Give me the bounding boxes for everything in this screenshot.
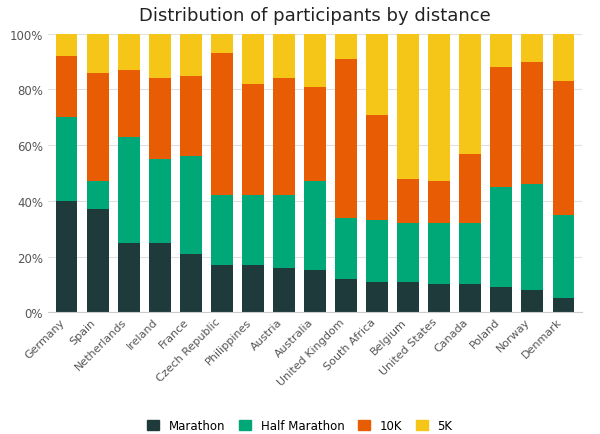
Bar [490, 287, 512, 312]
Bar [428, 224, 450, 285]
Bar [87, 182, 109, 210]
Bar [521, 62, 543, 185]
Bar [366, 221, 388, 282]
Bar [304, 182, 326, 271]
Bar [149, 79, 170, 160]
Bar [366, 35, 388, 115]
Bar [366, 115, 388, 221]
Bar [553, 82, 574, 215]
Bar [273, 268, 295, 312]
Bar [460, 224, 481, 285]
Bar [211, 196, 233, 265]
Bar [460, 35, 481, 154]
Bar [242, 265, 264, 312]
Bar [242, 35, 264, 85]
Bar [490, 35, 512, 68]
Title: Distribution of participants by distance: Distribution of participants by distance [139, 7, 491, 25]
Bar [553, 35, 574, 82]
Bar [490, 68, 512, 187]
Bar [304, 271, 326, 312]
Bar [56, 57, 77, 118]
Bar [553, 215, 574, 299]
Bar [149, 35, 170, 79]
Bar [118, 138, 140, 243]
Bar [335, 35, 357, 60]
Bar [180, 254, 202, 312]
Bar [118, 243, 140, 312]
Bar [490, 187, 512, 287]
Bar [118, 35, 140, 71]
Bar [460, 285, 481, 312]
Bar [397, 282, 419, 312]
Bar [428, 285, 450, 312]
Bar [428, 182, 450, 224]
Bar [460, 154, 481, 224]
Bar [304, 88, 326, 182]
Bar [521, 185, 543, 290]
Bar [242, 196, 264, 265]
Bar [397, 35, 419, 179]
Bar [397, 224, 419, 282]
Bar [211, 35, 233, 54]
Bar [56, 35, 77, 57]
Legend: Marathon, Half Marathon, 10K, 5K: Marathon, Half Marathon, 10K, 5K [148, 420, 452, 432]
Bar [397, 179, 419, 224]
Bar [273, 35, 295, 79]
Bar [211, 54, 233, 196]
Bar [149, 243, 170, 312]
Bar [118, 71, 140, 138]
Bar [553, 299, 574, 312]
Bar [304, 35, 326, 88]
Bar [335, 279, 357, 312]
Bar [180, 76, 202, 157]
Bar [211, 265, 233, 312]
Bar [180, 157, 202, 254]
Bar [180, 35, 202, 76]
Bar [366, 282, 388, 312]
Bar [521, 35, 543, 62]
Bar [273, 196, 295, 268]
Bar [56, 118, 77, 201]
Bar [149, 160, 170, 243]
Bar [87, 74, 109, 182]
Bar [242, 85, 264, 196]
Bar [521, 290, 543, 312]
Bar [428, 35, 450, 182]
Bar [87, 210, 109, 312]
Bar [335, 218, 357, 279]
Bar [87, 35, 109, 74]
Bar [273, 79, 295, 196]
Bar [335, 60, 357, 218]
Bar [56, 201, 77, 312]
